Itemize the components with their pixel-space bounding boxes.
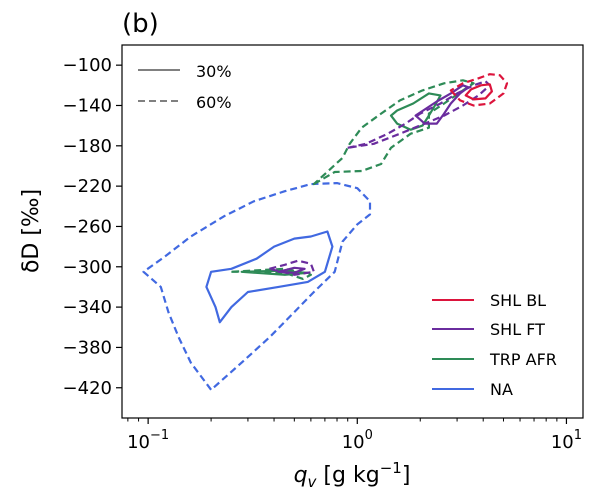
contour-layer [142, 73, 509, 391]
y-tick-label: −220 [63, 176, 112, 197]
style-legend: 30% 60% [138, 62, 232, 112]
y-tick-label: −180 [63, 136, 112, 157]
contour-shl-ft-30 [414, 84, 470, 125]
x-axis-label-end: ] [402, 463, 411, 488]
legend-shl-ft-label: SHL FT [490, 320, 545, 339]
y-tick-label: −340 [63, 297, 112, 318]
x-tick-label: 101 [551, 428, 582, 453]
x-axis-label-sub: v [308, 473, 318, 491]
legend-trp-afr-label: TRP AFR [489, 350, 557, 369]
y-tick-label: −260 [63, 216, 112, 237]
contour-trp-afr-60 [230, 267, 312, 280]
legend-60-label: 60% [196, 93, 232, 112]
contour-trp-afr-30 [389, 92, 442, 131]
y-axis-label: δD [‰] [19, 189, 44, 273]
contour-na-60 [142, 182, 372, 391]
x-axis-label-exp: −1 [380, 459, 402, 477]
x-axis-ticks: 10−1 100 101 [127, 418, 582, 453]
legend-shl-bl-label: SHL BL [490, 291, 546, 310]
x-tick-label: 10−1 [127, 428, 169, 453]
y-axis-ticks: −100 −140 −180 −220 −260 −300 −340 −380 −420 [63, 55, 122, 399]
contour-shl-ft-60 [268, 259, 315, 276]
legend-30-label: 30% [196, 62, 232, 81]
y-tick-label: −100 [63, 55, 112, 76]
panel-label: (b) [122, 9, 159, 39]
contour-shl-bl-30 [464, 83, 493, 101]
y-tick-label: −420 [63, 378, 112, 399]
x-axis-label-unit: [g kg [316, 463, 379, 488]
legend-na-label: NA [490, 380, 513, 399]
plot-frame [121, 44, 584, 419]
series-legend: SHL BL SHL FT TRP AFR NA [432, 291, 557, 399]
x-axis-label-q: q [294, 463, 308, 488]
contour-shl-ft-30 [277, 266, 306, 274]
contour-na-30 [205, 230, 334, 324]
contour-shl-ft-60 [346, 80, 491, 149]
x-tick-label: 100 [342, 428, 373, 453]
contour-trp-afr-60 [312, 79, 475, 186]
x-axis-label: qv [g kg−1] [294, 459, 411, 491]
y-tick-label: −300 [63, 257, 112, 278]
y-tick-label: −140 [63, 95, 112, 116]
contour-shl-bl-60 [449, 73, 509, 107]
y-tick-label: −380 [63, 337, 112, 358]
